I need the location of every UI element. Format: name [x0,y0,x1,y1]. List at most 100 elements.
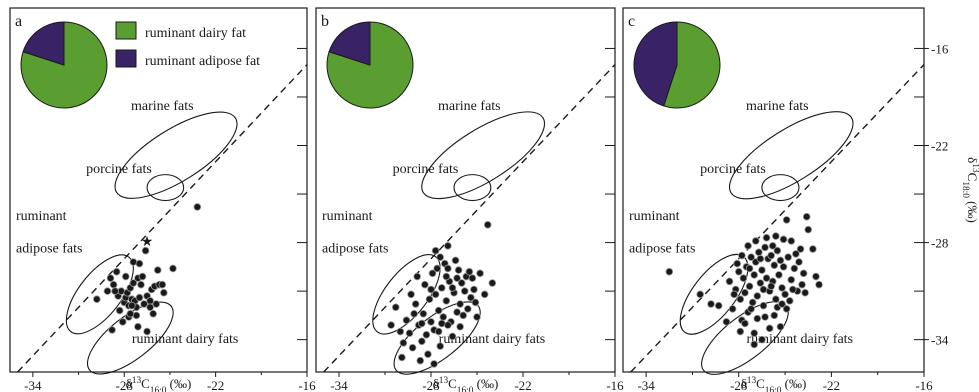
data-point [135,259,144,268]
x-axis-title: δ13C16:0 (‰) [433,376,499,392]
data-point [770,261,779,270]
data-point [730,290,738,299]
data-point [665,267,674,276]
x-tick-label: -22 [514,378,531,392]
data-point [416,356,425,365]
data-point [465,267,474,276]
data-point [437,284,446,292]
data-point [471,298,480,307]
data-point [427,285,435,294]
label-porcine-fats: porcine fats [393,162,459,177]
data-point [434,327,443,336]
data-point [751,237,760,245]
data-point [790,264,799,273]
data-point [448,284,457,292]
label-adipose-fats: adipose fats [16,241,82,256]
pie-slice-adipose [22,21,65,66]
data-point [459,311,468,320]
ellipse-ruminant-adipose [65,254,134,335]
data-point [411,300,420,308]
panel-a: a -34 -28 -22 -16 marine fats porcine fats rumi… [9,7,316,392]
data-point [451,256,460,265]
data-point [773,246,782,255]
panel-label: a [15,13,22,30]
x-tick-label: -22 [207,378,224,392]
label-marine-fats: marine fats [131,99,194,114]
data-point [93,295,101,304]
data-point [442,297,451,305]
data-point [775,271,783,279]
data-point [779,263,788,271]
x-axis-title: δ13C16:0 (‰) [741,376,807,392]
data-point [128,301,136,310]
data-point [785,297,794,305]
data-point [470,285,478,294]
data-point [782,216,791,224]
y-tick-label: -28 [931,236,948,251]
data-point [456,300,464,308]
data-point [795,258,803,266]
x-tick-label: -16 [915,378,933,392]
data-point [750,329,759,337]
data-point [767,251,775,260]
x-tick-label: -16 [606,378,624,392]
data-point [784,253,792,261]
data-point [431,246,440,255]
data-point [787,237,796,245]
data-point [111,287,119,295]
data-point [779,235,788,244]
data-point [408,343,417,352]
data-point [138,272,147,281]
data-point [741,319,749,328]
label-ruminant: ruminant [629,209,680,224]
data-point [417,337,426,346]
label-ruminant: ruminant [322,209,373,224]
data-point [738,251,746,260]
label-ruminant-dairy-fats: ruminant dairy fats [746,332,853,347]
label-adipose-fats: adipose fats [322,241,388,256]
label-ruminant-dairy-fats: ruminant dairy fats [132,332,239,347]
data-point [748,298,757,307]
ellipse-porcine [146,174,185,202]
data-point [799,269,808,278]
ellipse-marine [114,111,238,199]
data-point [733,259,742,268]
data-point [467,293,475,302]
data-point [725,277,734,286]
data-point [434,306,443,315]
data-point [707,300,715,308]
data-point [744,242,752,250]
data-point [448,332,457,341]
data-point [424,350,432,359]
data-point [468,274,477,282]
data-point [745,264,754,273]
pie-slice-dairy [663,21,721,109]
data-point [149,309,157,318]
panel-frame [315,7,616,373]
data-point [421,280,429,289]
data-point [399,339,408,347]
data-point [436,342,445,350]
data-point [792,250,800,258]
label-porcine-fats: porcine fats [86,162,152,177]
data-point [419,309,428,318]
data-point [753,292,762,300]
x-tick-label: -28 [422,378,439,392]
data-point [756,254,765,263]
data-point [762,274,771,282]
data-point [750,340,759,349]
data-point [781,290,789,299]
x-axis-title: δ13C16:0 (‰) [126,376,192,392]
data-point [767,282,775,291]
data-point [413,272,422,281]
data-point [453,308,461,316]
data-point [463,305,472,313]
data-point [776,256,785,265]
data-point [126,309,135,318]
data-point [476,269,484,278]
data-point [776,322,785,331]
data-point [425,295,434,304]
data-point [454,266,463,274]
data-point [759,301,768,310]
data-point [193,203,202,211]
